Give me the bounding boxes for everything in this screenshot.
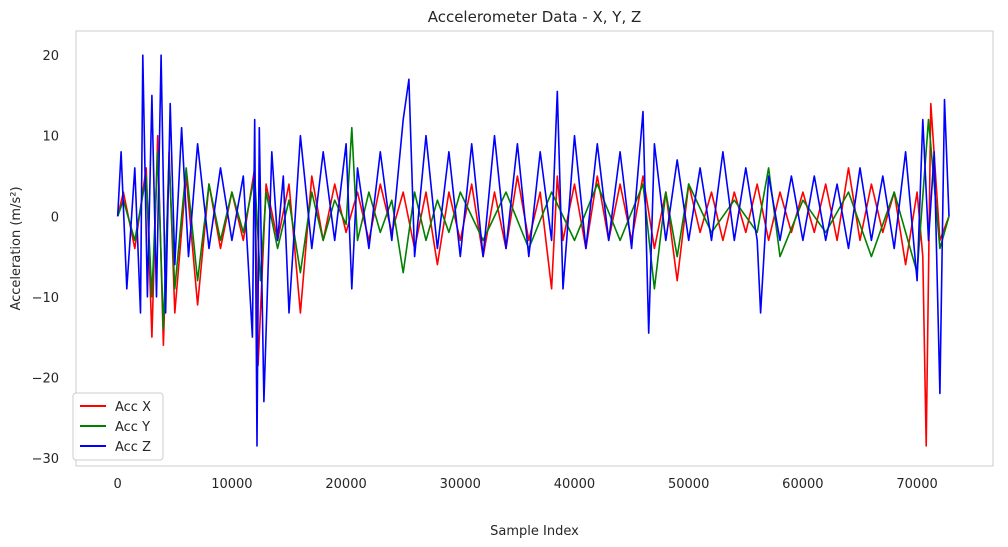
legend-entry: Acc Y xyxy=(115,420,150,435)
y-tick-label: 0 xyxy=(51,210,59,225)
y-tick-label: 20 xyxy=(42,49,59,64)
x-axis-label: Sample Index xyxy=(490,524,579,539)
series-layer xyxy=(116,54,950,447)
legend-box xyxy=(72,392,164,461)
y-tick-label: 10 xyxy=(42,130,59,145)
y-tick-label: −20 xyxy=(32,371,59,386)
plot-area xyxy=(76,31,993,466)
y-axis-label: Acceleration (m/s²) xyxy=(9,186,24,310)
x-tick-label: 50000 xyxy=(668,477,709,492)
x-tick-label: 70000 xyxy=(896,477,937,492)
axes-frame xyxy=(75,30,994,467)
legend: Acc X Acc Y Acc Z xyxy=(72,392,164,461)
y-axis-ticks: −30 −20 −10 0 10 20 xyxy=(32,49,59,467)
x-tick-label: 40000 xyxy=(554,477,595,492)
x-tick-label: 30000 xyxy=(440,477,481,492)
y-tick-label: −30 xyxy=(32,452,59,467)
x-tick-label: 20000 xyxy=(325,477,366,492)
y-tick-label: −10 xyxy=(32,291,59,306)
x-axis-ticks: 0 10000 20000 30000 40000 50000 60000 70000 xyxy=(114,477,938,492)
axes-border xyxy=(75,30,994,467)
legend-entry: Acc X xyxy=(115,400,151,415)
legend-entry: Acc Z xyxy=(115,440,151,455)
series-line-2 xyxy=(116,118,950,330)
x-tick-label: 60000 xyxy=(782,477,823,492)
x-tick-label: 10000 xyxy=(211,477,252,492)
series-line-3 xyxy=(116,54,950,447)
x-tick-label: 0 xyxy=(114,477,122,492)
chart-title: Accelerometer Data - X, Y, Z xyxy=(428,8,642,26)
